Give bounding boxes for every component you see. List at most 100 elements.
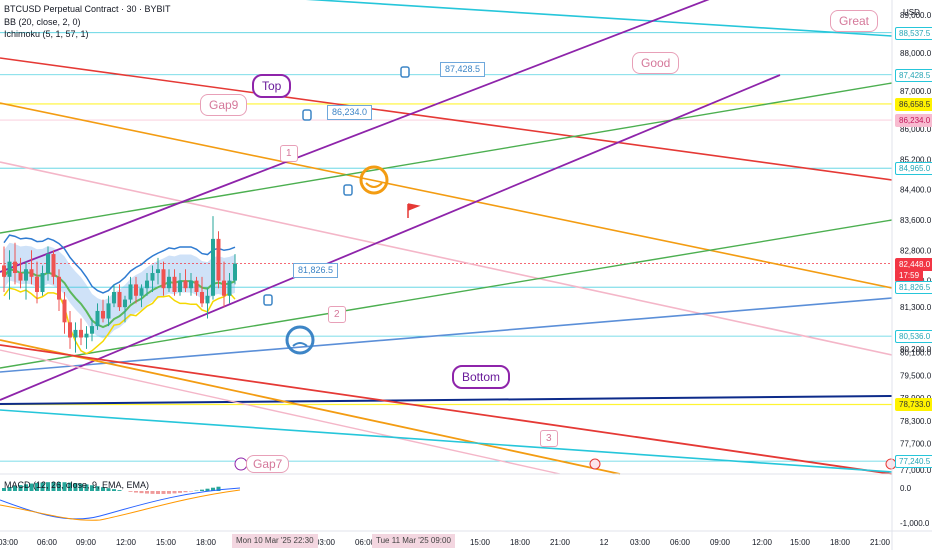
macd-hist-bar xyxy=(46,482,50,491)
candle-body xyxy=(123,299,127,308)
candle-body xyxy=(101,310,105,319)
smile-mouth xyxy=(365,182,383,188)
candle-body xyxy=(205,295,210,304)
candle-body xyxy=(150,273,155,281)
macd-hist-bar xyxy=(35,482,39,491)
candle-body xyxy=(216,238,221,281)
price-tag: 80,536.0 xyxy=(895,330,932,344)
price-tag: 86,658.5 xyxy=(895,97,932,111)
candle-body xyxy=(211,238,215,296)
macd-hist-bar xyxy=(172,491,177,494)
callout-87428[interactable]: 87,428.5 xyxy=(440,62,486,77)
price-axis-label: 87,000.0 xyxy=(900,87,932,96)
trendline-navy-line xyxy=(0,395,893,405)
bubble-great[interactable]: Great xyxy=(830,10,879,32)
price-axis-label: 82,800.0 xyxy=(900,246,932,255)
macd-hist-bar xyxy=(150,491,155,494)
price-axis-label: 77,700.0 xyxy=(900,440,932,449)
callout-81826[interactable]: 81,826.5 xyxy=(293,263,339,278)
macd-hist-bar xyxy=(134,491,138,493)
time-axis-label: 18:00 xyxy=(510,538,531,547)
time-axis-label: 15:00 xyxy=(470,538,491,547)
crosshair-date-2: Tue 11 Mar '25 09:00 xyxy=(372,534,455,548)
macd-hist-bar xyxy=(18,485,23,491)
trendline-orange-lower xyxy=(0,339,621,475)
bubble-bottom[interactable]: Bottom xyxy=(452,365,511,389)
bb-upper-line xyxy=(3,234,236,294)
candle-body xyxy=(194,280,199,292)
candle-body xyxy=(117,291,122,308)
bubble-top[interactable]: Top xyxy=(252,74,292,98)
bubble-good[interactable]: Good xyxy=(632,52,680,74)
macd-hist-bar xyxy=(62,482,67,491)
price-axis-label: 81,300.0 xyxy=(900,303,932,312)
candle-body xyxy=(183,280,188,289)
flag-icon xyxy=(407,203,421,218)
price-axis-label: 84,400.0 xyxy=(900,186,932,195)
legend-symbol[interactable]: BTCUSD Perpetual Contract · 30 · BYBIT xyxy=(4,4,171,14)
candle-body xyxy=(156,269,160,274)
time-axis-label: 06:00 xyxy=(670,538,691,547)
candle-body xyxy=(172,276,177,292)
candle-body xyxy=(161,269,166,289)
candle-body xyxy=(200,291,204,304)
candle-body xyxy=(18,273,23,281)
legend-bb[interactable]: BB (20, close, 2, 0) xyxy=(4,17,81,27)
pointing-hand-icon xyxy=(400,66,410,78)
time-axis-label: 09:00 xyxy=(710,538,731,547)
macd-line xyxy=(0,487,241,520)
candle-body xyxy=(178,280,182,292)
macd-hist-bar xyxy=(73,483,78,491)
candle-body xyxy=(2,265,6,277)
wave-label-2[interactable]: 2 xyxy=(328,306,346,323)
macd-hist-bar xyxy=(139,491,144,494)
macd-hist-bar xyxy=(24,484,28,491)
callout-86234[interactable]: 86,234.0 xyxy=(327,105,373,120)
time-axis-label: 03:00 xyxy=(630,538,651,547)
candle-body xyxy=(90,326,94,334)
legend-ichimoku[interactable]: Ichimoku (5, 1, 57, 1) xyxy=(4,29,89,39)
candle-body xyxy=(106,303,111,319)
macd-hist-bar xyxy=(2,488,6,491)
legend-macd[interactable]: MACD (12, 26, close, 9, EMA, EMA) xyxy=(4,480,150,490)
macd-hist-bar xyxy=(200,489,204,491)
time-axis-label: 12:00 xyxy=(752,538,773,547)
trendlines xyxy=(0,0,893,475)
wave-label-1[interactable]: 1 xyxy=(280,145,298,162)
trendline-red-lower xyxy=(0,344,893,475)
candle-body xyxy=(134,284,138,296)
time-axis-label: 12 xyxy=(600,538,609,547)
macd-hist-bar xyxy=(216,486,221,491)
trendline-red-upper xyxy=(0,57,893,181)
candle-body xyxy=(233,263,237,281)
macd-hist-bar xyxy=(90,485,94,491)
candle-body xyxy=(167,276,171,289)
macd-hist-bar xyxy=(145,491,149,494)
candle-body xyxy=(145,280,149,289)
macd-hist-bar xyxy=(183,491,188,493)
bubble-gap7[interactable]: Gap7 xyxy=(246,455,290,473)
price-tag: 84,965.0 xyxy=(895,162,932,176)
macd-hist-bar xyxy=(101,487,105,491)
macd-hist-bar xyxy=(57,482,61,491)
price-tag: 81,826.5 xyxy=(895,281,932,295)
candle-body xyxy=(29,269,34,277)
price-axis-label: 85,200.0 xyxy=(900,155,932,164)
trendline-pink-lower xyxy=(0,349,561,475)
price-axis-label: 78,300.0 xyxy=(900,417,932,426)
macd-hist-bar xyxy=(117,490,122,491)
time-axis-label: 21:00 xyxy=(550,538,571,547)
macd-hist-bar xyxy=(211,487,215,491)
price-axis-label: 80,200.0 xyxy=(900,345,932,354)
bubble-gap9[interactable]: Gap9 xyxy=(200,94,248,116)
price-tag: 77,240.5 xyxy=(895,455,932,469)
trendline-orange-main xyxy=(0,102,893,289)
price-axis-label: 83,600.0 xyxy=(900,216,932,225)
candle-body xyxy=(24,269,28,281)
macd-hist-bar xyxy=(161,491,166,494)
wave-label-3[interactable]: 3 xyxy=(540,430,558,447)
time-axis-label: 12:00 xyxy=(116,538,137,547)
macd-hist-bar xyxy=(51,482,56,491)
